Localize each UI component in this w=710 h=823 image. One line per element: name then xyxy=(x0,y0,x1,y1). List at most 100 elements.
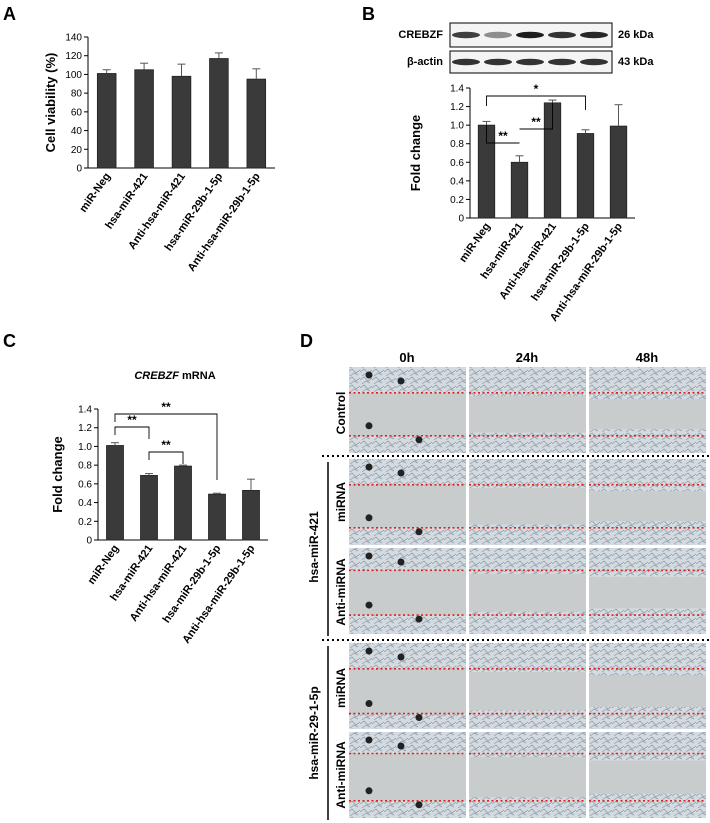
bar xyxy=(576,133,595,219)
y-tick-label: 1.2 xyxy=(450,102,464,113)
bar xyxy=(106,445,124,541)
significance-label: ** xyxy=(531,115,541,129)
y-tick-label: 0.6 xyxy=(450,158,464,169)
blot-band xyxy=(452,58,480,66)
y-tick-label: 0.8 xyxy=(450,139,464,150)
marker-dot xyxy=(365,514,373,522)
row-label-control: Control xyxy=(334,392,348,435)
significance-label: * xyxy=(534,82,539,96)
scratch-gap xyxy=(589,675,706,707)
time-header-0h: 0h xyxy=(399,350,414,365)
y-tick-label: 0.8 xyxy=(78,461,92,472)
marker-dot xyxy=(365,787,373,795)
chart-a: 0 20 40 60 80 100 120 140 Cell viability (%) miR-… xyxy=(43,33,275,274)
blot-size-crebzf: 26 kDa xyxy=(618,29,654,41)
group-label-mir421: hsa-miR-421 xyxy=(307,511,321,583)
y-tick-label: 1.0 xyxy=(78,442,92,453)
y-tick-label: 1.0 xyxy=(450,121,464,132)
significance-bracket xyxy=(114,413,218,480)
micrograph-r0-c1 xyxy=(469,367,586,453)
significance-label: ** xyxy=(127,413,137,427)
y-tick-label: 20 xyxy=(71,145,83,156)
micrograph-r3-c2 xyxy=(589,643,706,729)
marker-dot xyxy=(365,700,373,708)
micrograph-r2-c0 xyxy=(349,548,466,634)
chart-c: 0 0.2 0.4 0.6 0.8 1.0 1.2 1.4 Fold change miR-Neg… xyxy=(50,400,268,646)
x-tick-label: hsa-miR-29b-1-5p xyxy=(529,221,592,304)
marker-dot xyxy=(397,653,405,661)
y-tick-label: 100 xyxy=(65,70,82,81)
y-axis-label: Fold change xyxy=(408,115,423,192)
bar xyxy=(208,493,226,541)
blot-label-actin: β-actin xyxy=(407,56,443,68)
x-tick-label: miR-Neg xyxy=(77,171,113,215)
scratch-gap xyxy=(469,396,586,433)
significance-bracket xyxy=(148,451,184,464)
blot-band xyxy=(452,31,480,39)
y-axis-label: Cell viability (%) xyxy=(43,53,58,153)
marker-dot xyxy=(365,601,373,609)
marker-dot xyxy=(415,615,423,623)
marker-dot xyxy=(365,371,373,379)
bar xyxy=(174,465,192,541)
scratch-gap xyxy=(349,753,466,801)
scratch-gap xyxy=(349,484,466,528)
micrograph-r4-c0 xyxy=(349,732,466,818)
bar xyxy=(246,78,267,169)
wound-healing-grid xyxy=(322,367,710,820)
bar xyxy=(171,75,192,169)
y-tick-label: 0.4 xyxy=(450,176,464,187)
marker-dot xyxy=(415,436,423,444)
y-tick-label: 0 xyxy=(458,214,464,225)
y-tick-label: 0 xyxy=(76,164,82,175)
panel-label-d: D xyxy=(300,331,313,351)
scratch-gap xyxy=(589,491,706,522)
micrograph-r3-c1 xyxy=(469,643,586,729)
y-tick-label: 1.4 xyxy=(78,405,92,416)
blot-band xyxy=(548,58,576,66)
bar xyxy=(140,475,158,541)
scratch-gap xyxy=(469,573,586,612)
chart-c-title-rest: mRNA xyxy=(179,370,216,382)
marker-dot xyxy=(365,463,373,471)
marker-dot xyxy=(397,742,405,750)
scratch-gap xyxy=(349,392,466,436)
micrograph-r0-c0 xyxy=(349,367,466,453)
scratch-gap xyxy=(469,757,586,798)
bar xyxy=(242,490,260,541)
bar xyxy=(96,73,117,169)
marker-dot xyxy=(397,469,405,477)
marker-dot xyxy=(365,736,373,744)
significance-label: ** xyxy=(161,438,171,452)
micrograph-r1-c0 xyxy=(349,459,466,545)
marker-dot xyxy=(365,552,373,560)
blot-label-crebzf: CREBZF xyxy=(398,29,443,41)
significance-bracket xyxy=(486,95,586,110)
y-tick-label: 1.4 xyxy=(450,84,464,95)
micrograph-r3-c0 xyxy=(349,643,466,729)
marker-dot xyxy=(365,647,373,655)
blot-size-actin: 43 kDa xyxy=(618,56,654,68)
panel-label-c: C xyxy=(3,331,16,351)
row-label-anti-mirna-29: Anti-miRNA xyxy=(334,741,348,809)
blot-band xyxy=(516,58,544,66)
group-label-mir29: hsa-miR-29-1-5p xyxy=(307,686,321,779)
y-tick-label: 120 xyxy=(65,51,82,62)
chart-b: 0 0.2 0.4 0.6 0.8 1.0 1.2 1.4 Fold change miR-Neg… xyxy=(408,82,635,324)
significance-label: ** xyxy=(161,400,171,414)
blot-band xyxy=(484,58,512,66)
scratch-gap xyxy=(469,488,586,525)
micrograph-r2-c2 xyxy=(589,548,706,634)
significance-bracket xyxy=(519,103,553,130)
row-label-mirna-421: miRNA xyxy=(334,482,348,522)
marker-dot xyxy=(397,558,405,566)
blot-band xyxy=(548,31,576,39)
panel-label-b: B xyxy=(362,4,375,24)
scratch-gap xyxy=(469,672,586,711)
y-tick-label: 40 xyxy=(71,126,83,137)
marker-dot xyxy=(365,422,373,430)
y-tick-label: 0.6 xyxy=(78,479,92,490)
y-tick-label: 0.2 xyxy=(78,517,92,528)
y-tick-label: 140 xyxy=(65,33,82,44)
